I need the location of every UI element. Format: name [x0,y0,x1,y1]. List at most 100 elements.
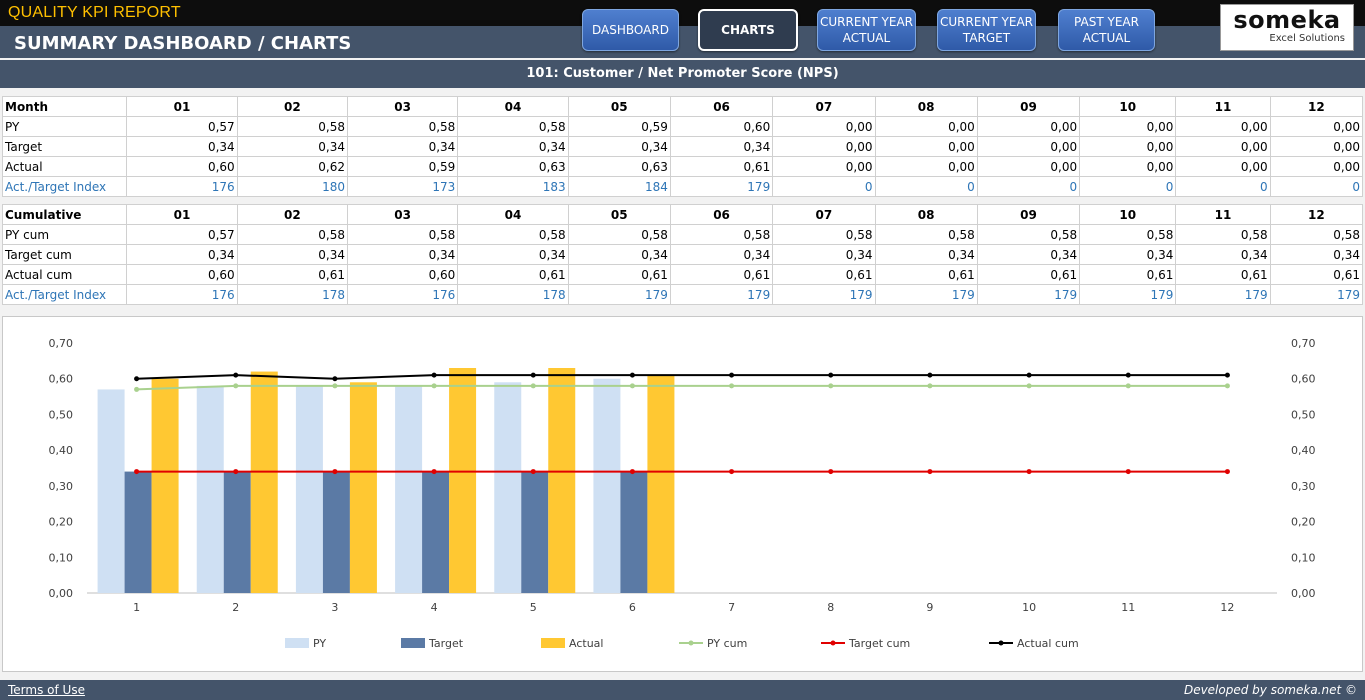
table-cell: 0,34 [346,244,459,265]
month-header-cell: 10 [1079,204,1177,225]
table-cell: 0 [772,176,876,197]
nav-past-year-actual-button[interactable]: PAST YEAR ACTUAL [1058,9,1155,51]
bar-py [97,389,125,593]
terms-of-use-link[interactable]: Terms of Use [8,683,85,697]
line-actual-cum-point [332,376,338,382]
table-cell: 0,00 [1079,136,1177,157]
table-cell: 0 [976,176,1081,197]
table-cell: 178 [457,284,569,305]
bar-py [295,385,323,593]
table-cell: 0 [1175,176,1271,197]
y-tick-label-left: 0,30 [49,480,74,493]
table-cell: 0,63 [567,156,671,177]
legend-label-py-cum: PY cum [707,637,747,650]
bar-target [322,471,350,593]
y-tick-label-left: 0,60 [49,373,74,386]
x-tick-label: 12 [1220,601,1234,614]
table-cell: 0,34 [669,244,774,265]
table-header-row: Cumulative 01 02 03 04 05 06 07 08 09 10 11 12 [1,204,1364,225]
y-tick-label-left: 0,70 [49,337,74,350]
table-cell: 173 [346,176,459,197]
table-cell: 0,34 [236,136,348,157]
table-cell: 0,00 [874,156,978,177]
nav-dashboard-button[interactable]: DASHBOARD [582,9,679,51]
line-target-cum-point [629,469,635,475]
legend-marker-actual-cum [998,640,1004,646]
month-header-cell: 06 [669,204,774,225]
line-target-cum-point [1026,469,1032,475]
x-tick-label: 6 [629,601,636,614]
table-cell: 0,34 [457,244,569,265]
table-cell: 0,58 [236,224,348,245]
table-cell: 0,58 [976,224,1081,245]
developer-credit: Developed by someka.net © [1183,683,1357,697]
table-cell: 0,61 [1079,264,1177,285]
table-cell: 0,57 [126,116,238,137]
month-header-cell: 05 [567,96,671,117]
table-cell: 0,62 [236,156,348,177]
table-cell: 0,61 [669,264,774,285]
table-cell: 0,59 [567,116,671,137]
table-row: PY 0,57 0,58 0,58 0,58 0,59 0,60 0,00 0,00 0,00 0,… [1,116,1364,137]
row-label: PY cum [1,224,128,245]
line-py-cum-point [1026,383,1032,389]
table-cell: 0,58 [669,224,774,245]
table-header-label: Month [1,96,128,117]
row-label: Act./Target Index [1,284,128,305]
month-header-cell: 07 [772,96,876,117]
line-py-cum-point [927,383,933,389]
table-cell: 0,61 [772,264,876,285]
table-row: Act./Target Index 176 180 173 183 184 179 0 0 0 0 0… [1,176,1364,197]
line-actual-cum-point [927,372,933,378]
line-actual-cum [136,374,1228,380]
table-cell: 0,58 [236,116,348,137]
nav-current-year-actual-button[interactable]: CURRENT YEAR ACTUAL [817,9,916,51]
month-header-cell: 10 [1079,96,1177,117]
bar-actual [250,371,278,593]
table-cell: 0,61 [236,264,348,285]
table-cell: 0,34 [126,244,238,265]
table-cell: 0,00 [772,156,876,177]
line-py-cum [136,384,1228,391]
nav-current-year-target-button[interactable]: CURRENT YEAR TARGET [937,9,1036,51]
line-target-cum-point [1125,469,1131,475]
table-cell: 0,34 [457,136,569,157]
y-tick-label-right: 0,30 [1291,480,1316,493]
line-py-cum-point [431,383,437,389]
bar-actual [449,368,477,593]
line-target-cum-point [530,469,536,475]
line-actual-cum-point [1026,372,1032,378]
x-tick-label: 9 [926,601,933,614]
table-cell: 184 [567,176,671,197]
row-label: Target cum [1,244,128,265]
table-cell: 179 [567,284,671,305]
table-cell: 179 [669,176,774,197]
legend-swatch-py [285,638,309,648]
month-header-cell: 07 [772,204,876,225]
row-label: Act./Target Index [1,176,128,197]
app-title: QUALITY KPI REPORT [8,4,181,21]
someka-logo[interactable]: someka Excel Solutions [1220,4,1354,51]
logo-brand: someka [1233,6,1341,34]
y-tick-label-right: 0,60 [1291,373,1316,386]
month-header-cell: 11 [1175,96,1271,117]
month-header-cell: 05 [567,204,671,225]
nav-charts-button[interactable]: CHARTS [698,9,798,51]
legend-swatch-actual [541,638,565,648]
table-cell: 0,00 [1175,136,1271,157]
table-cell: 0,60 [126,264,238,285]
cumulative-table: Cumulative 01 02 03 04 05 06 07 08 09 10 11 12 PY cum… [1,204,1364,305]
table-cell: 0,61 [567,264,671,285]
line-py-cum-point [1224,383,1230,389]
line-target-cum-point [431,469,437,475]
table-cell: 179 [772,284,876,305]
table-row: Actual 0,60 0,62 0,59 0,63 0,63 0,61 0,00 0,00 0,… [1,156,1364,177]
legend-label-target-cum: Target cum [848,637,910,650]
table-cell: 0,00 [772,136,876,157]
monthly-table: Month 01 02 03 04 05 06 07 08 09 10 11 12 PY 0,57 0,58 0… [1,96,1364,197]
table-cell: 176 [126,284,238,305]
bar-actual [151,378,179,593]
table-row: Actual cum 0,60 0,61 0,60 0,61 0,61 0,61 0,61 0,… [1,264,1364,285]
table-cell: 0,34 [126,136,238,157]
line-actual-cum-point [134,376,140,382]
